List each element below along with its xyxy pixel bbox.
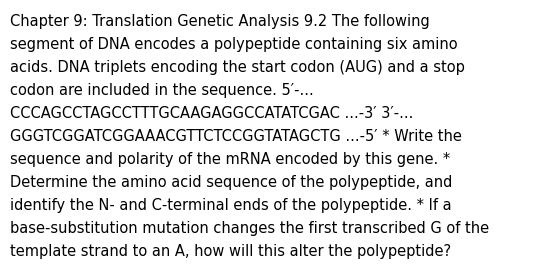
Text: base-substitution mutation changes the first transcribed G of the: base-substitution mutation changes the f… (10, 221, 489, 236)
Text: segment of DNA encodes a polypeptide containing six amino: segment of DNA encodes a polypeptide con… (10, 37, 458, 52)
Text: sequence and polarity of the mRNA encoded by this gene. *: sequence and polarity of the mRNA encode… (10, 152, 450, 167)
Text: codon are included in the sequence. 5′-...: codon are included in the sequence. 5′-.… (10, 83, 314, 98)
Text: identify the N- and C-terminal ends of the polypeptide. * If a: identify the N- and C-terminal ends of t… (10, 198, 451, 213)
Text: GGGTCGGATCGGAAACGTTCTCCGGTATAGCTG ...-5′ * Write the: GGGTCGGATCGGAAACGTTCTCCGGTATAGCTG ...-5′… (10, 129, 462, 144)
Text: template strand to an A, how will this alter the polypeptide?: template strand to an A, how will this a… (10, 244, 451, 259)
Text: CCCAGCCTAGCCTTTGCAAGAGGCCATATCGAC ...-3′ 3′-...: CCCAGCCTAGCCTTTGCAAGAGGCCATATCGAC ...-3′… (10, 106, 413, 121)
Text: acids. DNA triplets encoding the start codon (AUG) and a stop: acids. DNA triplets encoding the start c… (10, 60, 465, 75)
Text: Determine the amino acid sequence of the polypeptide, and: Determine the amino acid sequence of the… (10, 175, 453, 190)
Text: Chapter 9: Translation Genetic Analysis 9.2 The following: Chapter 9: Translation Genetic Analysis … (10, 14, 430, 29)
